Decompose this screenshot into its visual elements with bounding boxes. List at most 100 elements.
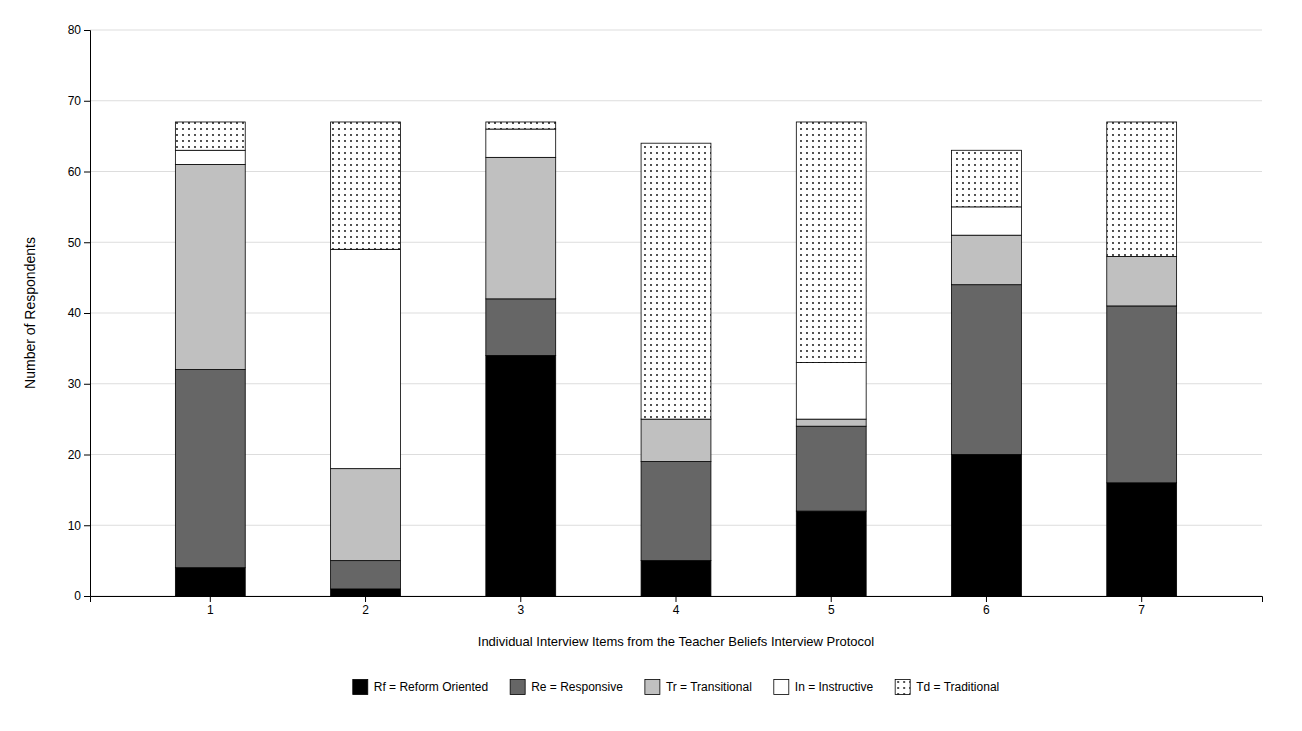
legend: Rf = Reform Oriented Re = Responsive Tr = … [353, 680, 999, 695]
x-tick-mark [520, 596, 521, 602]
legend-item: Tr = Transitional [645, 680, 752, 695]
bar-segment [641, 561, 711, 596]
x-axis: 1 2 3 4 5 6 7 [91, 596, 1263, 617]
y-tick-label: 10 [68, 519, 82, 533]
x-tick: 4 [673, 596, 680, 617]
legend-swatch [353, 680, 368, 695]
bar-segment [796, 511, 866, 596]
bar-segment [796, 363, 866, 420]
y-tick-mark [84, 242, 90, 243]
legend-label: Rf = Reform Oriented [374, 680, 488, 694]
y-tick-mark [84, 30, 90, 31]
x-tick-mark [831, 596, 832, 602]
x-tick-label: 5 [828, 603, 835, 617]
legend-label: Tr = Transitional [666, 680, 752, 694]
y-tick: 50 [68, 236, 90, 250]
legend-label: Td = Traditional [916, 680, 999, 694]
legend-item: Rf = Reform Oriented [353, 680, 488, 695]
bar-segment [486, 355, 556, 596]
x-tick-label: 7 [1138, 603, 1145, 617]
legend-swatch [510, 680, 525, 695]
x-tick-mark [986, 596, 987, 602]
bar-segment [1107, 122, 1177, 256]
y-tick-mark [84, 384, 90, 385]
legend-label: In = Instructive [795, 680, 874, 694]
bar-segment [331, 469, 401, 561]
y-axis-title: Number of Respondents [22, 237, 38, 389]
x-tick: 3 [517, 596, 524, 617]
bar-segment [486, 299, 556, 356]
y-tick: 80 [68, 23, 90, 37]
y-tick-label: 30 [68, 377, 82, 391]
y-tick: 60 [68, 165, 90, 179]
bar-segment [952, 150, 1022, 207]
x-tick: 2 [362, 596, 369, 617]
y-tick-label: 80 [68, 23, 82, 37]
legend-item: Re = Responsive [510, 680, 623, 695]
grid-line [90, 100, 1262, 101]
bars [175, 122, 1176, 596]
y-tick: 0 [74, 589, 90, 603]
bar-segment [175, 122, 245, 150]
y-axis-line [84, 31, 91, 597]
grid-line [90, 30, 1262, 31]
y-tick-mark [84, 101, 90, 102]
bar-segment [952, 207, 1022, 235]
bar-segment [1107, 306, 1177, 483]
x-tick-mark [210, 596, 211, 602]
y-tick-label: 50 [68, 236, 82, 250]
legend-item: In = Instructive [774, 680, 874, 695]
y-axis: 0 10 20 30 40 50 60 70 80 [68, 23, 91, 603]
y-tick: 20 [68, 448, 90, 462]
series-3 [175, 129, 1021, 469]
x-tick-mark [1141, 596, 1142, 602]
bar-segment [331, 249, 401, 468]
bar-segment [1107, 483, 1177, 596]
y-tick-mark [84, 172, 90, 173]
bar-segment [641, 143, 711, 419]
bar-segment [175, 568, 245, 596]
x-tick-label: 2 [362, 603, 369, 617]
bar-segment [952, 285, 1022, 455]
x-tick: 7 [1138, 596, 1145, 617]
bar-segment [486, 129, 556, 157]
y-tick-label: 40 [68, 306, 82, 320]
y-tick-mark [84, 525, 90, 526]
x-tick-mark [365, 596, 366, 602]
x-tick: 5 [828, 596, 835, 617]
legend-item: Td = Traditional [895, 680, 999, 695]
y-tick-label: 20 [68, 448, 82, 462]
chart: 0 10 20 30 40 50 60 70 80 1 2 3 4 5 6 7 Number of Respon… [0, 0, 1302, 731]
x-tick: 1 [207, 596, 214, 617]
x-tick: 6 [983, 596, 990, 617]
bar-segment [175, 150, 245, 164]
legend-swatch [895, 680, 910, 695]
legend-label: Re = Responsive [531, 680, 623, 694]
y-tick: 30 [68, 377, 90, 391]
bar-segment [796, 419, 866, 426]
legend-swatch [774, 680, 789, 695]
series-4 [175, 122, 1176, 419]
x-tick-label: 1 [207, 603, 214, 617]
grid [90, 30, 1262, 596]
y-tick-mark [84, 596, 90, 597]
x-tick-label: 4 [673, 603, 680, 617]
bar-segment [1107, 256, 1177, 306]
bar-segment [641, 419, 711, 461]
bar-segment [175, 164, 245, 369]
x-tick-label: 3 [517, 603, 524, 617]
y-tick: 10 [68, 519, 90, 533]
legend-swatch [645, 680, 660, 695]
y-tick-label: 60 [68, 165, 82, 179]
y-tick-label: 70 [68, 94, 82, 108]
bar-segment [952, 455, 1022, 597]
bar-segment [641, 462, 711, 561]
bar-segment [331, 561, 401, 589]
x-axis-title: Individual Interview Items from the Teac… [478, 634, 875, 649]
y-tick: 70 [68, 94, 90, 108]
bar-segment [175, 370, 245, 568]
bar-segment [486, 122, 556, 129]
y-tick: 40 [68, 306, 90, 320]
bar-segment [952, 235, 1022, 285]
y-tick-mark [84, 455, 90, 456]
